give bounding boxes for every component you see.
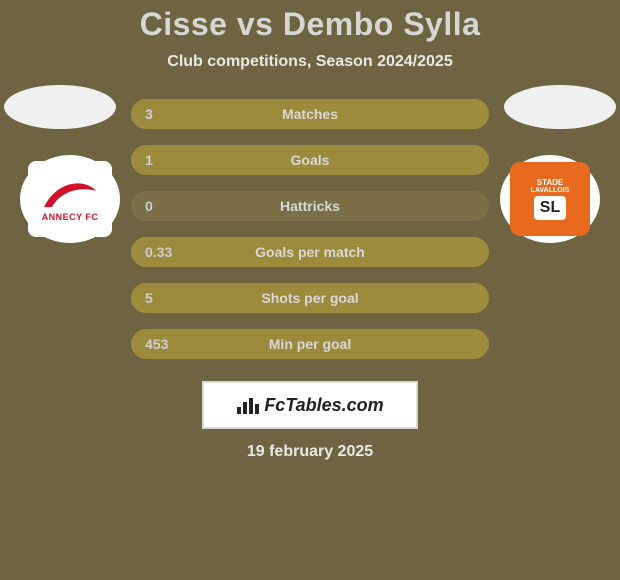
page-title: Cisse vs Dembo Sylla — [140, 6, 481, 43]
club-right-shield: SL — [534, 196, 566, 220]
club-logo-left: ANNECY FC — [20, 155, 120, 243]
stat-value-left: 3 — [145, 106, 153, 122]
stat-label: Goals per match — [255, 244, 365, 260]
stat-value-left: 453 — [145, 336, 168, 352]
player-photo-right — [504, 85, 616, 129]
stat-row: 3 Matches — [131, 99, 489, 129]
bar-chart-icon — [236, 395, 260, 415]
annecy-swoosh-icon — [40, 177, 100, 213]
club-right-bottom: LAVALLOIS — [531, 187, 570, 194]
subtitle: Club competitions, Season 2024/2025 — [167, 53, 452, 71]
stat-label: Shots per goal — [261, 290, 358, 306]
stat-value-left: 0 — [145, 198, 153, 214]
club-logo-right-inner: STADE LAVALLOIS SL — [510, 162, 590, 236]
stat-label: Hattricks — [280, 198, 340, 214]
stat-value-left: 5 — [145, 290, 153, 306]
stat-value-left: 0.33 — [145, 244, 172, 260]
club-logo-left-inner: ANNECY FC — [28, 161, 112, 237]
stat-row: 0 Hattricks — [131, 191, 489, 221]
stat-value-left: 1 — [145, 152, 153, 168]
club-logo-right: STADE LAVALLOIS SL — [500, 155, 600, 243]
stat-label: Min per goal — [269, 336, 351, 352]
club-right-initials: SL — [540, 199, 560, 216]
date-label: 19 february 2025 — [247, 443, 373, 461]
chart-area: ANNECY FC STADE LAVALLOIS SL 3 Matches 1 Go… — [0, 99, 620, 359]
footer-badge[interactable]: FcTables.com — [202, 381, 418, 429]
comparison-card: Cisse vs Dembo Sylla Club competitions, … — [0, 0, 620, 580]
stats-column: 3 Matches 1 Goals 0 Hattricks 0.33 Goals per ma… — [131, 99, 489, 359]
stat-label: Goals — [291, 152, 330, 168]
stat-row: 1 Goals — [131, 145, 489, 175]
club-right-top: STADE — [537, 179, 564, 187]
stat-row: 5 Shots per goal — [131, 283, 489, 313]
player-photo-left — [4, 85, 116, 129]
stat-label: Matches — [282, 106, 338, 122]
club-left-name: ANNECY FC — [42, 213, 99, 222]
footer-brand: FcTables.com — [264, 395, 383, 416]
stat-row: 453 Min per goal — [131, 329, 489, 359]
stat-row: 0.33 Goals per match — [131, 237, 489, 267]
